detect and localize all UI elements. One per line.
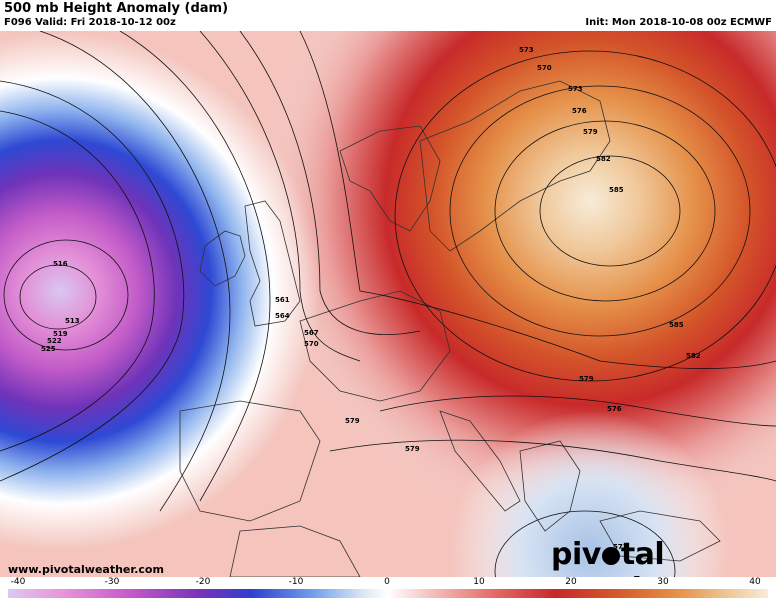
turkey-outline [599,510,721,562]
contour-label: 582 [596,155,611,163]
iberia-outline [179,400,321,522]
contour-label: 576 [607,405,622,413]
contour-label: 576 [572,107,587,115]
contour-label: 567 [304,329,319,337]
contour-573-southeast [494,510,676,577]
contour-576 [299,31,776,369]
norway-outline [339,125,441,232]
contour-label: 561 [275,296,290,304]
colorbar-tick: 40 [749,577,761,587]
colorbar-tick: 0 [384,577,390,587]
contour-label: 522 [47,337,62,345]
southeast-negative-field [0,31,776,577]
contour-label: 564 [275,312,290,320]
ireland-outline [199,230,246,287]
contour-561 [199,31,361,362]
map-title: 500 mb Height Anomaly (dam) [4,1,229,16]
colorbar-gradient [8,589,768,598]
great-britain-outline [244,200,301,327]
contour-label: 570 [537,64,552,72]
contour-576-high [394,50,776,382]
anomaly-map: 516 513 519 522 525 561 564 567 570 573 … [0,31,776,577]
height-contours [0,31,776,577]
contour-label: 513 [65,317,80,325]
contour-579-high [449,85,751,337]
contour-label: 579 [583,128,598,136]
colorbar-tick: -30 [104,577,120,587]
colorbar-tick: -40 [10,577,26,587]
north-africa-outline [229,525,361,577]
website-url: www.pivotalweather.com [8,563,164,576]
contour-label: 573 [519,46,534,54]
logo-text-left: piv [551,537,601,572]
contour-label: 585 [669,321,684,329]
contour-label: 519 [53,330,68,338]
colorbar: -40 -30 -20 -10 0 10 20 30 40 [0,577,776,600]
contour-540 [39,31,231,512]
contour-label: 570 [304,340,319,348]
contour-label: 582 [686,352,701,360]
contour-585 [539,155,681,267]
contour-516 [3,239,129,351]
init-time: Init: Mon 2018-10-08 00z ECMWF [585,17,772,28]
header: 500 mb Height Anomaly (dam) F096 Valid: … [0,0,776,31]
contour-567 [239,31,421,335]
contour-555 [119,31,271,502]
contour-label: 579 [345,417,360,425]
contour-label: 579 [579,375,594,383]
scandinavia-outline [419,80,611,252]
colorbar-tick: 10 [473,577,485,587]
colorbar-tick: 20 [565,577,577,587]
contour-label: 573 [613,543,628,551]
sun-icon [601,547,620,565]
contour-label-group: 516 513 519 522 525 561 564 567 570 573 … [41,46,701,551]
colorbar-tick: -20 [195,577,211,587]
contour-label: 516 [53,260,68,268]
contour-label: 579 [405,445,420,453]
contour-label: 525 [41,345,56,353]
balkans-outline [519,440,581,532]
contour-579 [379,395,776,427]
contour-513 [19,264,97,330]
valid-time: F096 Valid: Fri 2018-10-12 00z [4,17,176,28]
contour-525 [0,80,185,482]
contour-582 [494,120,716,302]
contour-519 [0,110,155,452]
italy-outline [439,410,521,512]
colorbar-tick: 30 [657,577,669,587]
coastlines [179,80,721,577]
colorbar-tick: -10 [288,577,304,587]
contour-576-south [329,439,776,482]
map-panel: 516 513 519 522 525 561 564 567 570 573 … [0,31,776,577]
france-outline [299,290,451,402]
contour-label: 585 [609,186,624,194]
contour-label: 573 [568,85,583,93]
